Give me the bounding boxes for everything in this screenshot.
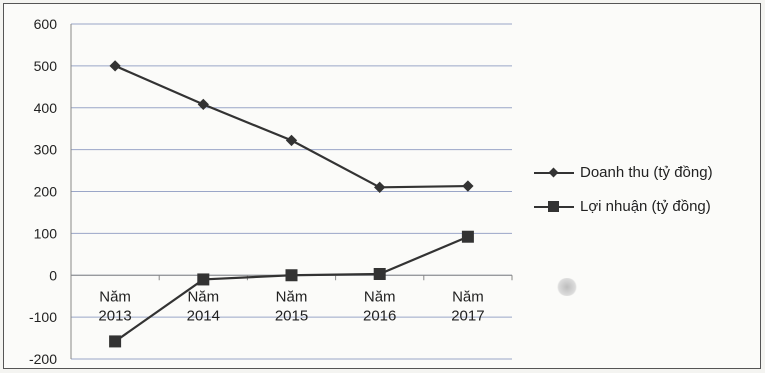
- y-tick-label: 600: [34, 16, 58, 32]
- x-tick-label: Năm 2014: [187, 288, 220, 324]
- legend-item-revenue: Doanh thu (tỷ đồng): [534, 164, 713, 181]
- data-point-profit: [109, 335, 122, 348]
- data-point-revenue: [285, 134, 298, 147]
- data-point-revenue: [374, 181, 386, 193]
- data-point-profit: [373, 267, 386, 280]
- x-tick-label: Năm 2017: [451, 288, 484, 324]
- y-tick-label: 0: [49, 267, 57, 283]
- legend-item-profit: Lợi nhuận (tỷ đồng): [534, 198, 711, 215]
- legend-diamond-marker: [534, 166, 574, 180]
- y-tick-label: 500: [34, 58, 58, 74]
- x-tick-label: Năm 2015: [275, 288, 308, 324]
- line-chart: 600 500 400 300 200 100 0 -100 -200 Năm 2013 Năm 201…: [29, 16, 513, 367]
- y-tick-label: 100: [34, 225, 58, 241]
- legend-label-revenue: Doanh thu (tỷ đồng): [580, 164, 713, 181]
- data-point-revenue: [109, 60, 121, 72]
- data-point-revenue: [197, 98, 209, 111]
- x-tick-label: Năm 2013: [98, 288, 131, 324]
- chart-frame: 600 500 400 300 200 100 0 -100 -200 Năm 2013 Năm 201…: [3, 3, 761, 369]
- smudge-mark: [556, 278, 578, 296]
- y-tick-label: 400: [34, 100, 58, 116]
- legend-label-profit: Lợi nhuận (tỷ đồng): [580, 198, 711, 215]
- x-tick-label: Năm 2016: [363, 288, 396, 324]
- y-tick-label: -200: [29, 351, 57, 367]
- data-point-profit: [461, 230, 474, 243]
- data-point-profit: [197, 273, 210, 286]
- data-point-profit: [285, 269, 298, 282]
- series-line-revenue: [114, 64, 468, 189]
- data-point-revenue: [462, 180, 474, 192]
- y-tick-label: 200: [34, 184, 58, 200]
- legend-square-marker: [534, 200, 574, 214]
- y-tick-label: -100: [29, 309, 57, 325]
- y-tick-label: 300: [34, 142, 58, 158]
